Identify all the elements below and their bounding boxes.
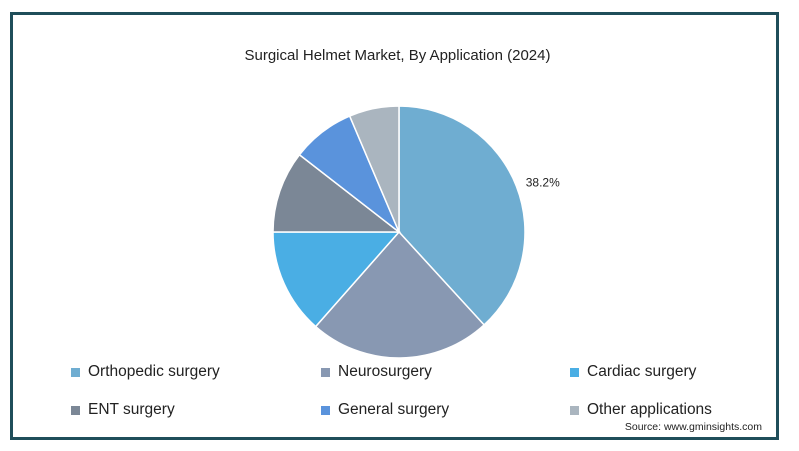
legend-swatch bbox=[71, 367, 80, 377]
legend-item: ENT surgery bbox=[71, 401, 175, 419]
pie-slice-neurosurgery bbox=[314, 230, 486, 359]
legend-label: ENT surgery bbox=[88, 401, 175, 418]
data-label: 38.2% bbox=[526, 176, 560, 190]
legend-swatch bbox=[321, 405, 330, 415]
legend-swatch bbox=[570, 405, 579, 415]
legend-swatch bbox=[321, 367, 330, 377]
legend-label: General surgery bbox=[338, 401, 450, 418]
pie-slice-ent-surgery bbox=[272, 153, 402, 233]
source-note: Source: www.gminsights.com bbox=[624, 421, 762, 433]
pie-slice-orthopedic-surgery bbox=[398, 105, 526, 326]
chart-title: Surgical Helmet Market, By Application (… bbox=[244, 47, 551, 64]
legend-item: Other applications bbox=[570, 401, 712, 419]
legend-label: Orthopedic surgery bbox=[88, 363, 220, 380]
legend-label: Other applications bbox=[587, 401, 712, 418]
legend-item: Neurosurgery bbox=[321, 363, 432, 381]
legend-label: Cardiac surgery bbox=[587, 363, 697, 380]
legend: Orthopedic surgery Neurosurgery Cardiac su… bbox=[13, 15, 782, 443]
legend-swatch bbox=[71, 405, 80, 415]
pie-chart: 38.2% bbox=[272, 105, 560, 359]
legend-item: Orthopedic surgery bbox=[71, 363, 220, 381]
legend-item: General surgery bbox=[321, 401, 449, 419]
legend-swatch bbox=[570, 367, 579, 377]
pie-slice-other-applications bbox=[348, 105, 400, 233]
legend-label: Neurosurgery bbox=[338, 363, 432, 380]
chart-frame: Surgical Helmet Market, By Application (… bbox=[10, 12, 779, 440]
legend-item: Cardiac surgery bbox=[570, 363, 696, 381]
pie-slice-cardiac-surgery bbox=[272, 231, 401, 328]
